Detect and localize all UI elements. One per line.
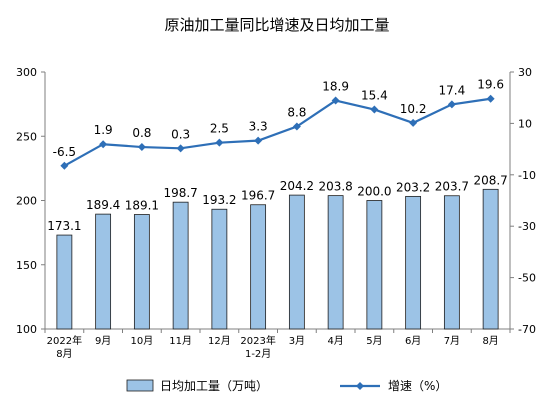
- x-tick-label: 8月: [482, 335, 498, 347]
- line-point: [292, 122, 301, 131]
- line-value-label: 3.3: [249, 120, 268, 134]
- bar-value-label: 203.7: [435, 180, 469, 194]
- x-tick-label: 12月: [208, 335, 231, 347]
- x-tick-label-line: 5月: [366, 335, 382, 347]
- right-tick-label: 30: [518, 66, 532, 79]
- chart-title: 原油加工量同比增速及日均加工量: [164, 16, 389, 34]
- x-tick-label: 11月: [169, 335, 192, 347]
- x-tick-label: 2023年 1-2月: [240, 334, 275, 360]
- line-point: [409, 118, 418, 127]
- x-tick-label-line: 10月: [131, 335, 154, 347]
- bar-value-label: 198.7: [163, 186, 197, 200]
- line-value-label: 8.8: [287, 105, 306, 119]
- line-value-label: 17.4: [439, 83, 466, 97]
- bar-value-label: 189.1: [125, 199, 159, 213]
- bar: [250, 204, 267, 330]
- right-tick-label: 10: [518, 117, 532, 130]
- x-tick-label-line: 3月: [289, 335, 305, 347]
- x-tick-label-line: 2022年: [47, 334, 82, 347]
- x-tick-label: 5月: [366, 335, 382, 347]
- bar-value-label: 208.7: [473, 173, 507, 187]
- line-point: [486, 94, 495, 103]
- line-value-label: 18.9: [322, 80, 349, 94]
- line-value-label: 0.3: [171, 127, 190, 141]
- x-tick-label: 6月: [405, 335, 421, 347]
- bar: [133, 214, 150, 330]
- line-point: [254, 136, 263, 145]
- left-tick-label: 300: [16, 66, 37, 79]
- x-tick-label-line: 9月: [95, 335, 111, 347]
- bar: [211, 208, 228, 330]
- left-tick-label: 150: [16, 259, 37, 272]
- left-tick-label: 250: [16, 130, 37, 143]
- x-tick-label: 2022年 8月: [47, 334, 82, 360]
- bar-value-label: 193.2: [202, 193, 236, 207]
- line-value-label: 10.2: [400, 102, 427, 116]
- x-tick-label-line: 2023年: [240, 334, 275, 347]
- line-point: [331, 96, 340, 105]
- left-tick-label: 100: [16, 323, 37, 336]
- right-tick-label: -70: [518, 323, 536, 336]
- x-tick-label: 9月: [95, 335, 111, 347]
- bar: [288, 194, 305, 330]
- bar-value-label: 189.4: [86, 198, 120, 212]
- left-tick-label: 200: [16, 195, 37, 208]
- x-tick-label: 4月: [327, 335, 343, 347]
- data-labels: 173.1 189.4 189.1 198.7 193.2 196.7 204.2 203.8…: [47, 78, 508, 233]
- bar: [95, 213, 112, 330]
- legend-bar-label: 日均加工量（万吨）: [160, 379, 268, 393]
- line-value-label: 19.6: [477, 78, 504, 92]
- line-value-label: -6.5: [53, 145, 76, 159]
- line-point: [99, 140, 108, 149]
- line-point: [447, 100, 456, 109]
- right-tick-label: -10: [518, 169, 536, 182]
- x-tick-label-line: 4月: [327, 335, 343, 347]
- bar: [405, 195, 422, 330]
- line-value-label: 2.5: [210, 122, 229, 136]
- line-point: [370, 105, 379, 114]
- bar-value-label: 196.7: [241, 189, 275, 203]
- x-tick-label-line: 7月: [444, 335, 460, 347]
- bar-value-label: 200.0: [357, 185, 391, 199]
- right-tick-label: -50: [518, 272, 536, 285]
- x-tick-label-line: 8月: [56, 348, 72, 360]
- legend: 日均加工量（万吨） 增速（%）: [126, 379, 447, 393]
- right-tick-label: -30: [518, 220, 536, 233]
- line-value-label: 1.9: [94, 123, 113, 137]
- x-tick-label: 10月: [131, 335, 154, 347]
- bar-value-label: 203.2: [396, 180, 430, 194]
- legend-line-marker: [356, 382, 364, 390]
- x-tick-label: 7月: [444, 335, 460, 347]
- bar: [172, 201, 189, 330]
- growth-line: [63, 97, 491, 167]
- x-tick-label: 3月: [289, 335, 305, 347]
- bar-value-label: 203.8: [318, 180, 352, 194]
- line-series: [60, 94, 495, 170]
- bar: [366, 200, 383, 330]
- x-tick-label-line: 12月: [208, 335, 231, 347]
- x-tick-label-line: 8月: [482, 335, 498, 347]
- x-tick-label-line: 11月: [169, 335, 192, 347]
- bar: [443, 195, 460, 330]
- line-point: [137, 143, 146, 152]
- x-tick-label-line: 6月: [405, 335, 421, 347]
- bar-value-label: 173.1: [47, 219, 81, 233]
- x-tick-label-line: 1-2月: [245, 348, 271, 360]
- line-point: [60, 161, 69, 170]
- bar: [327, 195, 344, 330]
- bar: [56, 234, 73, 330]
- line-value-label: 15.4: [361, 89, 388, 103]
- line-point: [215, 138, 224, 147]
- bar-series: [56, 188, 499, 330]
- bar-value-label: 204.2: [280, 179, 314, 193]
- legend-line-label: 增速（%）: [388, 379, 447, 393]
- line-value-label: 0.8: [132, 126, 151, 140]
- bar: [482, 188, 499, 330]
- legend-bar-swatch: [126, 379, 154, 392]
- line-point: [176, 144, 185, 153]
